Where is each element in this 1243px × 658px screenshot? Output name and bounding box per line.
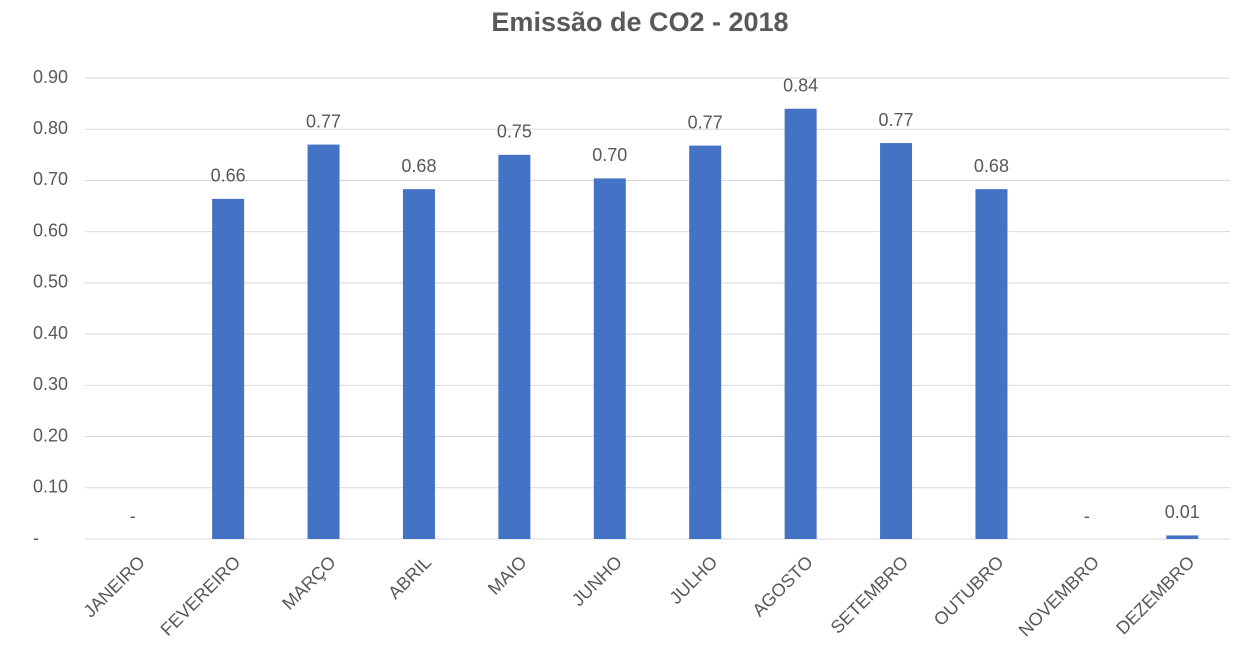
y-tick-label: 0.40 xyxy=(33,323,68,343)
bar xyxy=(593,178,626,539)
bar xyxy=(402,189,435,539)
x-tick-label: SETEMBRO xyxy=(827,552,913,638)
value-label: 0.84 xyxy=(783,75,818,95)
y-tick-label: - xyxy=(33,528,39,548)
value-label: - xyxy=(1084,506,1090,526)
value-label: 0.77 xyxy=(306,111,341,131)
value-label: 0.75 xyxy=(497,122,532,142)
value-label: 0.68 xyxy=(974,156,1009,176)
value-label: 0.70 xyxy=(592,145,627,165)
bar xyxy=(880,143,913,539)
bar xyxy=(498,154,531,540)
y-tick-label: 0.20 xyxy=(33,425,68,445)
value-label: - xyxy=(130,506,136,526)
value-label: 0.77 xyxy=(879,110,914,130)
x-tick-label: FEVEREIRO xyxy=(157,552,245,640)
bar xyxy=(784,108,817,539)
bar xyxy=(212,198,245,539)
value-label: 0.66 xyxy=(211,166,246,186)
y-tick-label: 0.90 xyxy=(33,67,68,87)
bar xyxy=(975,189,1008,539)
x-tick-label: ABRIL xyxy=(384,552,435,603)
y-tick-label: 0.50 xyxy=(33,272,68,292)
x-tick-label: NOVEMBRO xyxy=(1015,552,1103,640)
chart-title: Emissão de CO2 - 2018 xyxy=(491,7,788,37)
x-tick-label: JULHO xyxy=(666,552,722,608)
x-tick-label: OUTUBRO xyxy=(930,552,1008,630)
y-tick-label: 0.10 xyxy=(33,477,68,497)
x-tick-label: MAIO xyxy=(484,552,531,599)
x-tick-label: AGOSTO xyxy=(748,552,816,620)
bar xyxy=(689,145,722,539)
x-tick-label: JANEIRO xyxy=(80,552,149,621)
value-label: 0.01 xyxy=(1165,502,1200,522)
bar xyxy=(1166,535,1199,539)
bar xyxy=(307,144,340,540)
x-tick-label: MARÇO xyxy=(278,552,340,614)
x-tick-label: DEZEMBRO xyxy=(1112,552,1198,638)
value-label: 0.68 xyxy=(401,156,436,176)
y-tick-label: 0.80 xyxy=(33,118,68,138)
y-tick-label: 0.70 xyxy=(33,169,68,189)
x-tick-label: JUNHO xyxy=(568,552,626,610)
y-tick-label: 0.60 xyxy=(33,220,68,240)
y-tick-label: 0.30 xyxy=(33,374,68,394)
value-label: 0.77 xyxy=(688,112,723,132)
